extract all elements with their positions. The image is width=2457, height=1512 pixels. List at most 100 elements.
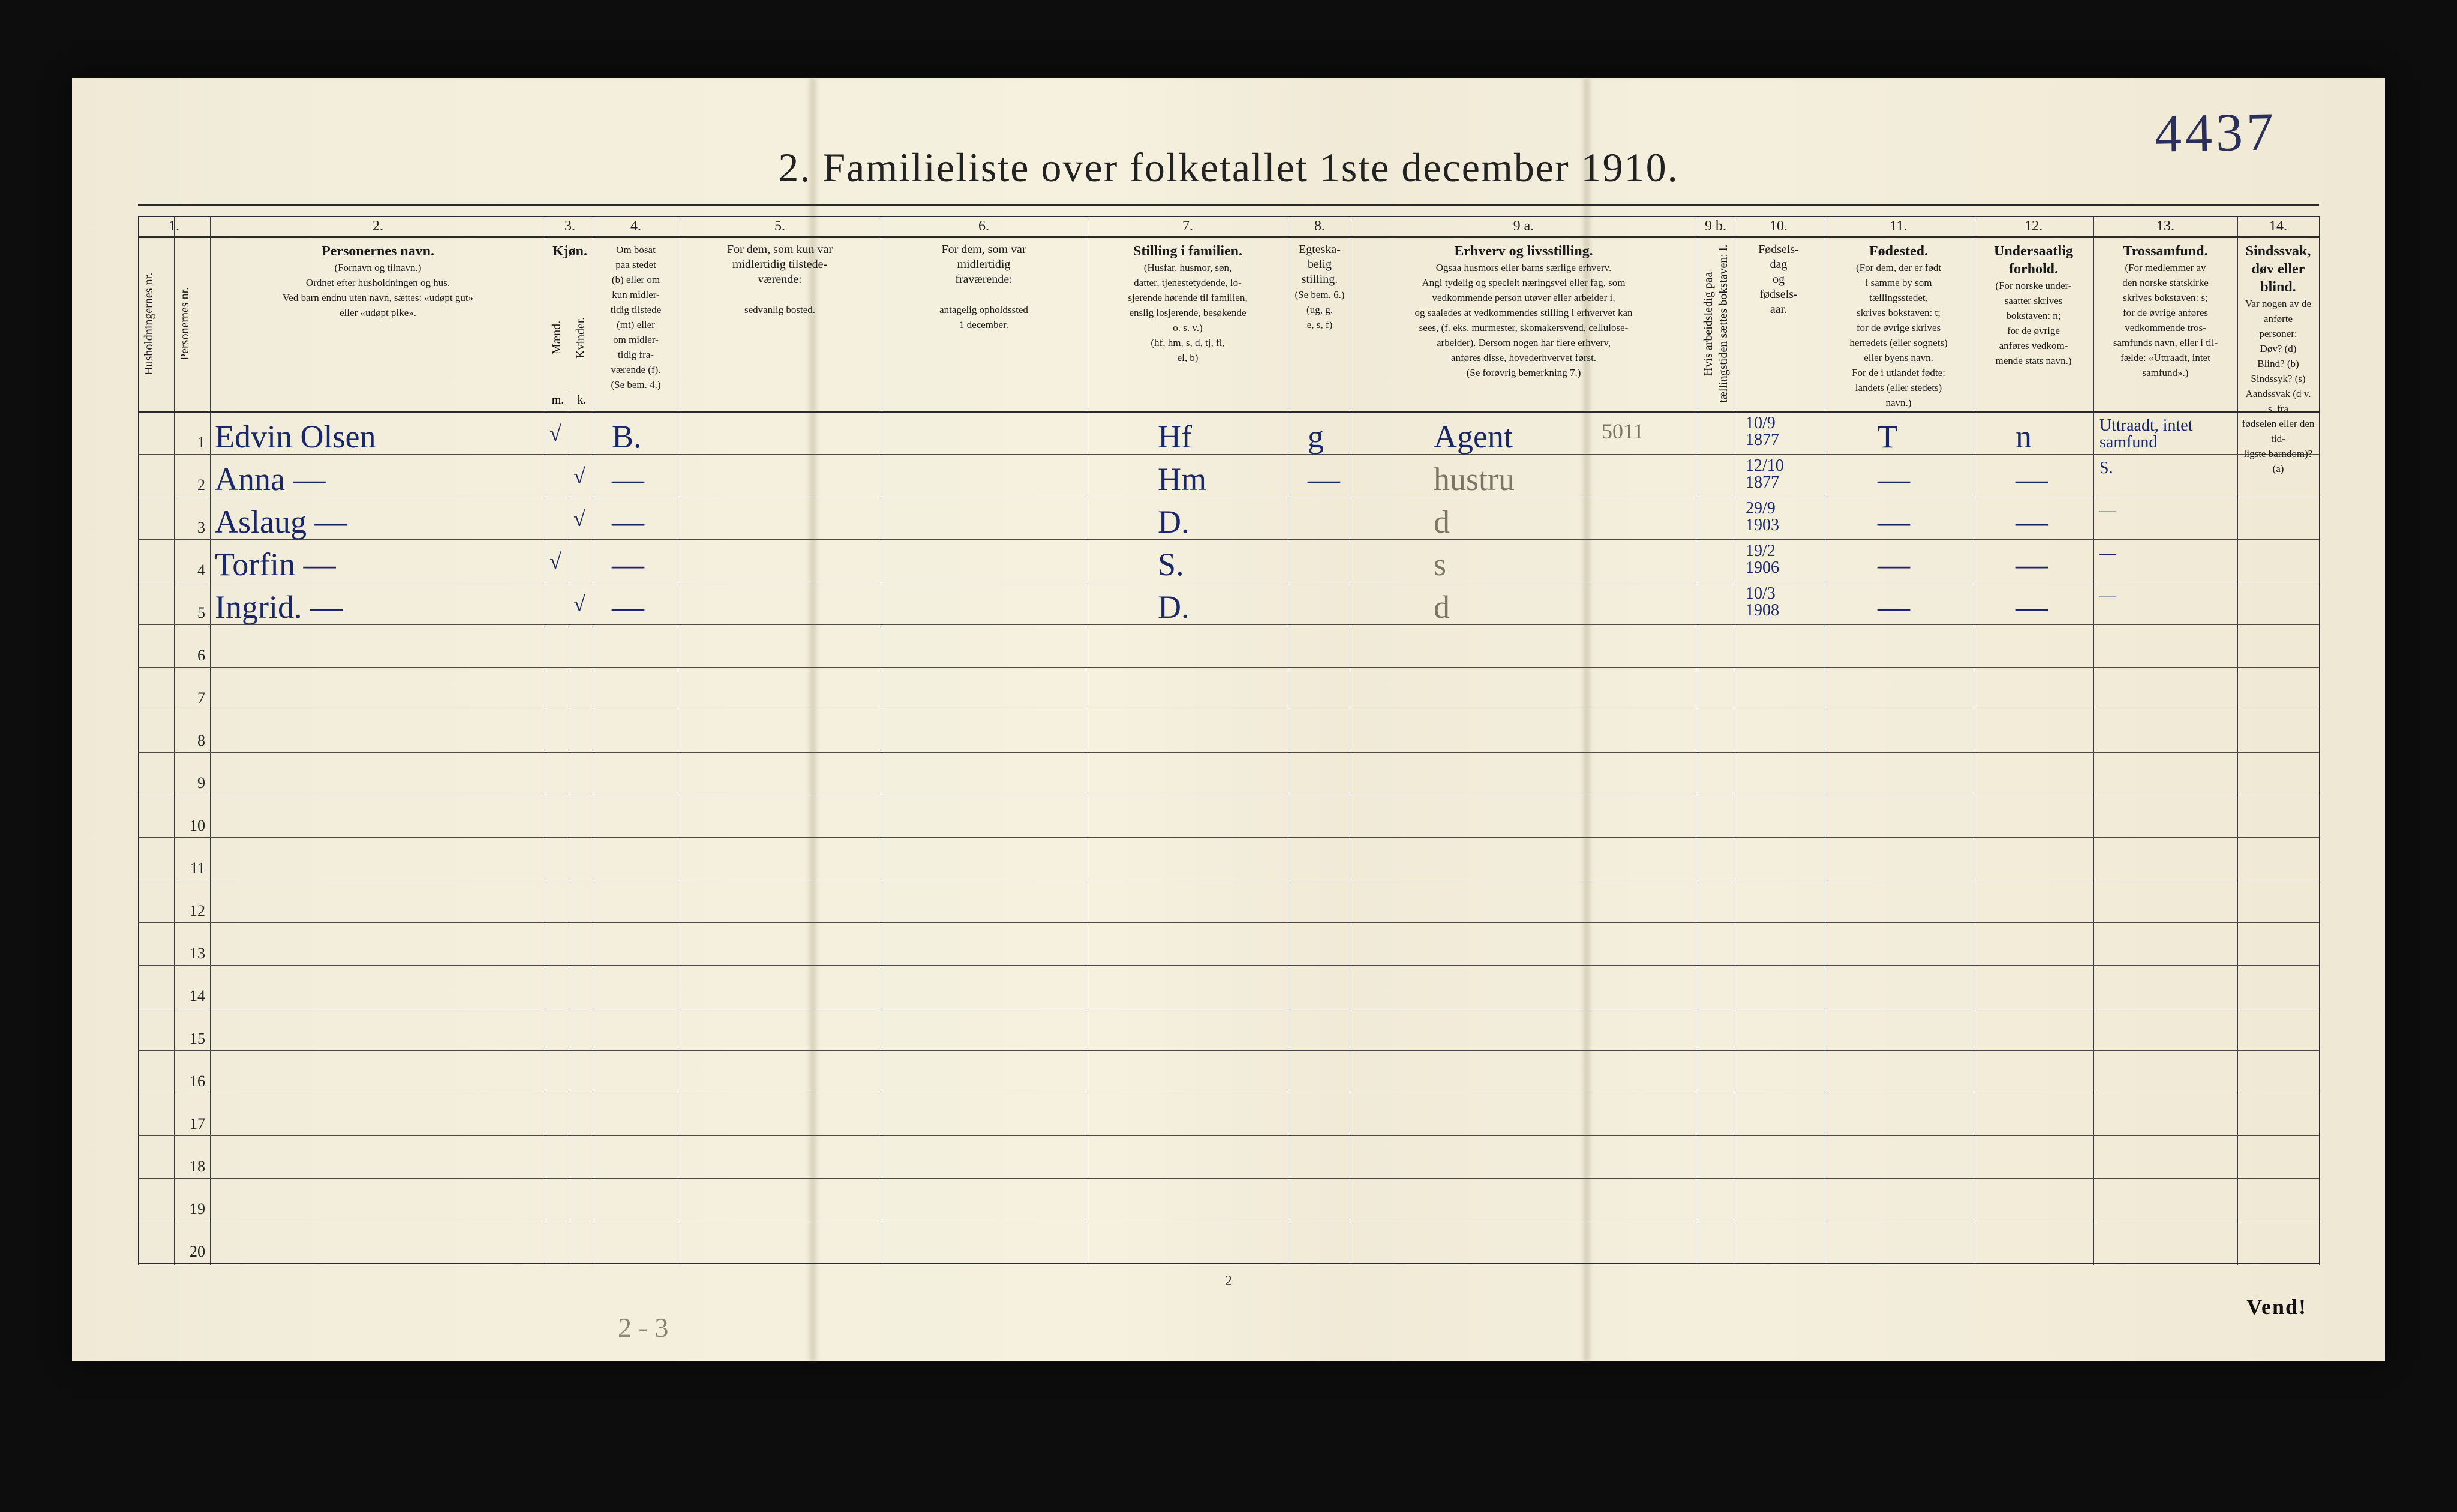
column-header-vertical: Personernes nr. [174, 239, 210, 411]
footer-vend: Vend! [2246, 1294, 2307, 1319]
cell-nationality: — [2016, 591, 2048, 623]
column-number: 9 a. [1350, 218, 1698, 236]
column-header: Personernes navn.(Fornavn og tilnavn.)Or… [210, 239, 546, 411]
column-number: 13. [2093, 218, 2237, 236]
column-header: Egteska-beligstilling.(Se bem. 6.)(ug, g… [1290, 239, 1350, 411]
row-number: 4 [174, 561, 210, 579]
cell-religion: Uttraadt, intetsamfund [2099, 417, 2193, 451]
subheader-m: m. [546, 393, 570, 1263]
cell-birthplace: — [1878, 591, 1910, 623]
column-number: 1. [138, 218, 210, 236]
row-number: 18 [174, 1158, 210, 1176]
cell-birth: 12/101877 [1746, 458, 1784, 491]
cell-occupation: Agent [1434, 420, 1513, 453]
column-header: Om bosatpaa stedet(b) eller omkun midler… [594, 239, 678, 411]
cell-occupation: hustru [1434, 463, 1515, 495]
cell-name: Torfin — [215, 548, 336, 581]
cell-residence: B. [612, 420, 642, 453]
cell-occupation-extra: 5011 [1602, 420, 1644, 442]
row-number: 10 [174, 817, 210, 835]
cell-family-position: D. [1158, 506, 1190, 538]
cell-occupation: d [1434, 506, 1450, 538]
cell-nationality: — [2016, 506, 2048, 538]
row-number: 11 [174, 859, 210, 877]
row-number: 12 [174, 902, 210, 920]
cell-nationality: — [2016, 463, 2048, 495]
cell-sex-m: √ [549, 551, 561, 572]
cell-family-position: Hm [1158, 463, 1206, 495]
cell-marital: — [1308, 463, 1340, 495]
cell-family-position: Hf [1158, 420, 1192, 453]
row-number: 9 [174, 774, 210, 792]
row-number: 15 [174, 1030, 210, 1048]
cell-family-position: D. [1158, 591, 1190, 623]
column-number: 4. [594, 218, 678, 236]
cell-family-position: S. [1158, 548, 1184, 581]
column-header: Erhverv og livsstilling.Ogsaa husmors el… [1350, 239, 1698, 411]
footer-page-number: 2 [72, 1273, 2385, 1289]
column-number: 8. [1290, 218, 1350, 236]
column-header: Stilling i familien.(Husfar, husmor, søn… [1086, 239, 1290, 411]
column-number: 14. [2237, 218, 2319, 236]
column-header: Sindssvak, døv eller blind.Var nogen av … [2237, 239, 2319, 411]
cell-birthplace: — [1878, 548, 1910, 581]
cell-sex-k: √ [573, 593, 585, 615]
column-header-vertical: Hvis arbeidsledig paa tællingstiden sætt… [1698, 239, 1734, 411]
cell-sex-m: √ [549, 423, 561, 444]
row-number: 16 [174, 1072, 210, 1090]
column-header: For dem, som kun varmidlertidig tilstede… [678, 239, 882, 411]
cell-name: Ingrid. — [215, 591, 343, 623]
column-header-vertical: Husholdningernes nr. [138, 239, 174, 411]
column-number: 2. [210, 218, 546, 236]
cell-religion: S. [2099, 460, 2113, 477]
cell-birth: 10/31908 [1746, 585, 1779, 619]
row-number: 13 [174, 945, 210, 963]
row-number: 5 [174, 604, 210, 622]
footer-pencil-note: 2 - 3 [618, 1312, 668, 1343]
cell-religion: — [2099, 545, 2116, 562]
row-number: 14 [174, 987, 210, 1005]
cell-birth: 10/91877 [1746, 415, 1779, 449]
column-header: Trossamfund.(For medlemmer avden norske … [2093, 239, 2237, 411]
column-number: 12. [1974, 218, 2093, 236]
row-number: 20 [174, 1243, 210, 1261]
cell-nationality: — [2016, 548, 2048, 581]
cell-marital: g [1308, 420, 1324, 453]
cell-sex-k: √ [573, 465, 585, 487]
row-number: 1 [174, 434, 210, 452]
cell-occupation: s [1434, 548, 1446, 581]
cell-religion: — [2099, 503, 2116, 519]
cell-birthplace: — [1878, 463, 1910, 495]
cell-religion: — [2099, 588, 2116, 605]
cell-residence: — [612, 463, 644, 495]
column-number: 3. [546, 218, 594, 236]
row-number: 2 [174, 476, 210, 494]
cell-residence: — [612, 591, 644, 623]
cell-name: Aslaug — [215, 506, 347, 538]
column-header: Fødsels-dagogfødsels-aar. [1734, 239, 1824, 411]
cell-sex-k: √ [573, 508, 585, 530]
cell-birth: 19/21906 [1746, 543, 1779, 576]
column-header: For dem, som varmidlertidigfraværende:an… [882, 239, 1086, 411]
row-number: 19 [174, 1200, 210, 1218]
column-header-vertical: Mænd. [546, 288, 570, 390]
row-number: 17 [174, 1115, 210, 1133]
row-number: 3 [174, 519, 210, 537]
column-number: 9 b. [1698, 218, 1734, 236]
column-header: Fødested.(For dem, der er fødti samme by… [1824, 239, 1974, 411]
scan-frame: 4437 2. Familieliste over folketallet 1s… [0, 0, 2457, 1512]
cell-name: Anna — [215, 463, 325, 495]
cell-name: Edvin Olsen [215, 420, 376, 453]
page-title: 2. Familieliste over folketallet 1ste de… [72, 144, 2385, 191]
cell-residence: — [612, 506, 644, 538]
title-rule [138, 204, 2319, 206]
column-number: 10. [1734, 218, 1824, 236]
cell-birth: 29/91903 [1746, 500, 1779, 534]
cell-nationality: n [2016, 420, 2032, 453]
row-number: 6 [174, 647, 210, 665]
cell-residence: — [612, 548, 644, 581]
census-table: 1.2.3.4.5.6.7.8.9 a.9 b.10.11.12.13.14.H… [138, 216, 2319, 1265]
row-number: 8 [174, 732, 210, 750]
cell-occupation: d [1434, 591, 1450, 623]
column-number: 11. [1824, 218, 1974, 236]
